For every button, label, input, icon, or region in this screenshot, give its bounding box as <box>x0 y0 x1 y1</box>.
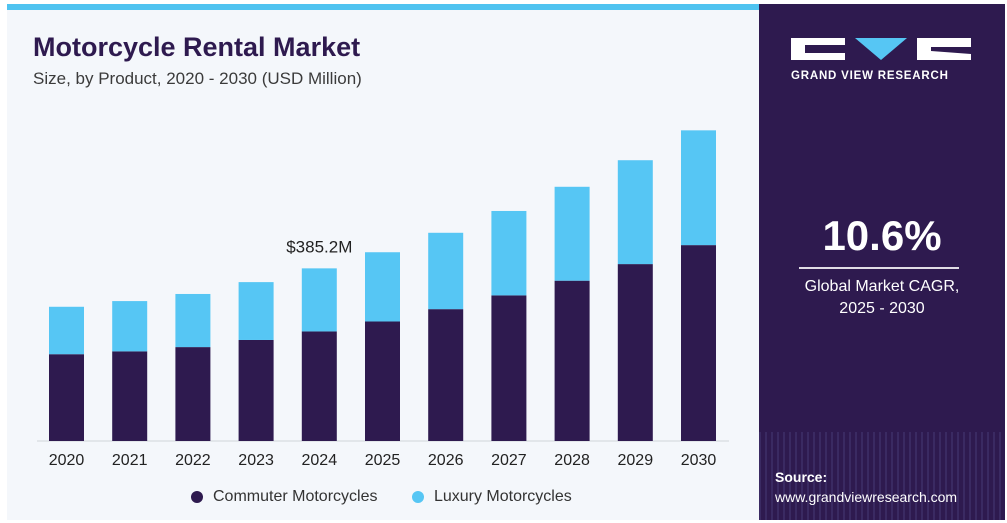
gvr-logo-icon <box>791 38 971 60</box>
chart-subtitle: Size, by Product, 2020 - 2030 (USD Milli… <box>33 69 362 88</box>
cagr-label-line1: Global Market CAGR, <box>804 278 960 295</box>
bar-luxury-motorcycles-2021 <box>112 301 148 352</box>
bar-commuter-motorcycles-2027 <box>491 295 527 441</box>
bar-commuter-motorcycles-2029 <box>617 264 653 441</box>
bar-luxury-motorcycles-2028 <box>554 186 590 281</box>
x-tick-label-2027: 2027 <box>491 452 527 469</box>
brand-panel: GRAND VIEW RESEARCH 10.6% Global Market … <box>759 4 1005 520</box>
x-tick-label-2026: 2026 <box>428 452 464 469</box>
source-url[interactable]: www.grandviewresearch.com <box>775 489 958 505</box>
legend-item-luxury: Luxury Motorcycles <box>411 488 572 506</box>
bar-commuter-motorcycles-2030 <box>681 245 716 441</box>
bar-luxury-motorcycles-2024 <box>301 268 337 332</box>
bar-commuter-motorcycles-2026 <box>428 309 464 441</box>
bar-luxury-motorcycles-2027 <box>491 210 527 296</box>
accent-bar <box>7 4 759 10</box>
data-label-2024: $385.2M <box>286 237 352 256</box>
cagr-label-line2: 2025 - 2030 <box>839 300 925 317</box>
bar-commuter-motorcycles-2028 <box>554 280 590 441</box>
x-tick-label-2030: 2030 <box>681 452 717 469</box>
grand-view-research-logo: GRAND VIEW RESEARCH <box>791 34 971 82</box>
x-tick-label-2024: 2024 <box>302 452 338 469</box>
source-band <box>759 432 1005 520</box>
x-tick-label-2029: 2029 <box>618 452 654 469</box>
x-tick-label-2023: 2023 <box>238 452 274 469</box>
legend: Commuter Motorcycles Luxury Motorcycles <box>191 488 602 508</box>
legend-item-commuter: Commuter Motorcycles <box>191 488 377 506</box>
bar-chart: 2020 2021 2022 2023 2024 2025 2026 2027 2028 2029… <box>37 130 729 469</box>
chart-title: Motorcycle Rental Market <box>33 32 361 62</box>
cagr-label: Global Market CAGR, 2025 - 2030 <box>759 276 1005 320</box>
bar-commuter-motorcycles-2023 <box>238 339 274 441</box>
bar-commuter-motorcycles-2020 <box>49 354 84 441</box>
divider <box>799 267 959 269</box>
bar-commuter-motorcycles-2022 <box>175 347 211 441</box>
cagr-value: 10.6% <box>822 212 942 259</box>
chart-panel: Motorcycle Rental Market Size, by Produc… <box>7 4 759 520</box>
x-tick-label-2028: 2028 <box>554 452 590 469</box>
bar-commuter-motorcycles-2021 <box>112 351 148 441</box>
x-tick-label-2021: 2021 <box>112 452 148 469</box>
bar-luxury-motorcycles-2030 <box>681 130 716 246</box>
legend-label-commuter: Commuter Motorcycles <box>213 488 378 505</box>
source-title: Source: <box>775 469 828 485</box>
legend-label-luxury: Luxury Motorcycles <box>433 488 572 505</box>
bar-luxury-motorcycles-2029 <box>617 160 653 265</box>
bar-luxury-motorcycles-2025 <box>365 252 400 322</box>
bar-luxury-motorcycles-2020 <box>49 306 84 355</box>
bar-commuter-motorcycles-2025 <box>365 321 400 441</box>
legend-swatch-commuter <box>191 491 203 503</box>
x-tick-label-2020: 2020 <box>49 452 85 469</box>
bar-luxury-motorcycles-2022 <box>175 293 211 348</box>
x-tick-label-2025: 2025 <box>365 452 401 469</box>
x-tick-label-2022: 2022 <box>175 452 211 469</box>
brand-name: GRAND VIEW RESEARCH <box>791 70 949 82</box>
bar-luxury-motorcycles-2026 <box>428 232 464 310</box>
bar-commuter-motorcycles-2024 <box>301 331 337 441</box>
bar-luxury-motorcycles-2023 <box>238 282 274 340</box>
legend-swatch-luxury <box>411 491 424 503</box>
